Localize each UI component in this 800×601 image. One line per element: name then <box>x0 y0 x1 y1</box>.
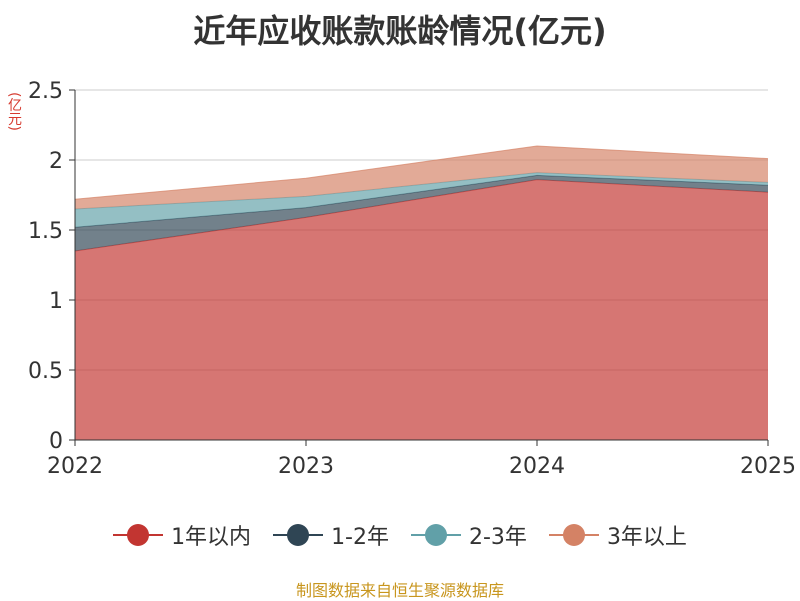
axes: 0 0.5 1 1.5 2 2.5 2022 2023 2024 2025 <box>28 79 796 479</box>
chart-title: 近年应收账款账龄情况(亿元) <box>193 12 607 50</box>
x-tick-label-1: 2023 <box>278 454 334 479</box>
y-tick-label-0: 0 <box>49 429 63 454</box>
area-series-3 <box>75 146 768 209</box>
area-series-0 <box>75 179 768 440</box>
y-axis-unit-label: (亿元) <box>6 92 22 131</box>
legend-marker-icon <box>273 523 324 547</box>
area-edge-series-3 <box>74 145 769 200</box>
y-tick-label-4: 2 <box>49 149 63 174</box>
x-tick-label-2: 2024 <box>509 454 565 479</box>
legend-label: 1-2年 <box>331 525 389 550</box>
legend-label: 2-3年 <box>469 525 527 550</box>
x-tick-label-0: 2022 <box>47 454 103 479</box>
x-tick-label-3: 2025 <box>740 454 796 479</box>
legend-marker-icon <box>411 523 461 547</box>
y-tick-label-1: 0.5 <box>28 359 63 384</box>
area-series-1 <box>75 175 768 251</box>
y-tick-label-3: 1.5 <box>28 219 63 244</box>
legend-item-0[interactable]: 1年以内 <box>113 519 251 551</box>
legend-item-2[interactable]: 2-3年 <box>411 519 527 551</box>
legend: 1年以内 1-2年 2-3年 3年以上 <box>0 517 800 553</box>
y-tick-label-5: 2.5 <box>28 79 63 104</box>
legend-marker-icon <box>548 523 599 547</box>
legend-marker-icon <box>113 523 164 547</box>
legend-item-3[interactable]: 3年以上 <box>548 519 687 551</box>
series-areas <box>74 145 769 440</box>
data-source-note: 制图数据来自恒生聚源数据库 <box>295 581 504 600</box>
legend-item-1[interactable]: 1-2年 <box>273 519 389 551</box>
legend-label: 1年以内 <box>171 525 252 550</box>
legend-label: 3年以上 <box>606 525 687 550</box>
y-tick-label-2: 1 <box>49 289 63 314</box>
